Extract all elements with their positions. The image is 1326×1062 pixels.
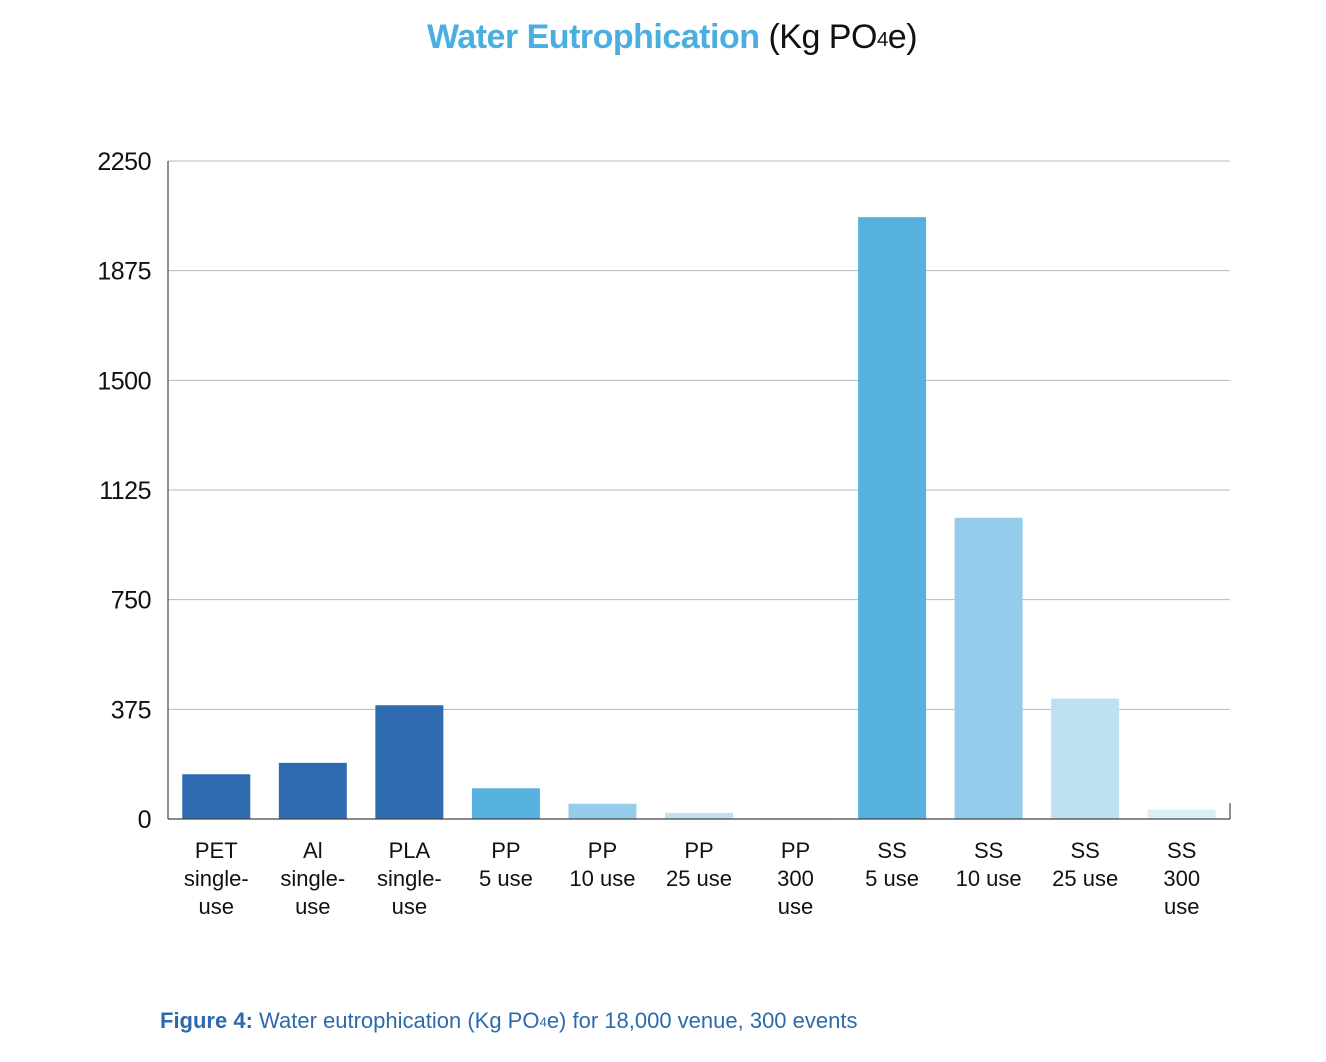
x-tick-label-line: SS [877,838,906,863]
x-tick-label-line: use [295,894,330,919]
x-tick-label-line: single- [184,866,249,891]
x-tick-label-line: 5 use [479,866,533,891]
x-tick-label: PLA single-use [377,838,442,919]
bar [278,762,347,819]
figure-caption: Figure 4: Water eutrophication (Kg PO4e)… [160,1008,857,1034]
x-tick-label-line: 25 use [666,866,732,891]
x-tick-label-line: PP [684,838,713,863]
y-tick-label: 0 [138,806,151,834]
axes [167,161,1231,820]
x-tick-label: Al single-use [280,838,345,919]
x-tick-label: SS 300 use [1163,838,1200,919]
y-tick-label: 2250 [97,148,151,176]
x-tick-label-line: use [392,894,427,919]
x-tick-label-line: Al [303,838,323,863]
caption-label: Figure 4: [160,1008,253,1033]
bar [858,217,927,819]
x-tick-label-line: single- [377,866,442,891]
y-tick-label: 750 [111,587,151,615]
x-tick-label-line: 300 [1163,866,1200,891]
bar [471,788,540,819]
x-tick-label-line: PLA [389,838,431,863]
bar [182,774,251,819]
chart-title-main: Water Eutrophication [426,18,760,56]
x-tick-label: PP 5 use [479,838,533,891]
bar [375,705,444,819]
x-tick-label-line: PET [195,838,238,863]
bar [665,812,733,819]
x-tick-label-line: 300 [777,866,814,891]
x-tick-label-line: 10 use [569,866,635,891]
bar [568,803,637,819]
y-tick-label: 1500 [97,367,151,395]
bar-chart: 2250 1875 1500 1125 750 375 0 PET single-use Al s… [97,148,1231,919]
x-tick-label-line: PP [491,838,520,863]
x-tick-label-line: PP [781,838,810,863]
x-tick-label: SS 10 use [956,838,1022,891]
x-tick-label-line: SS [974,838,1003,863]
x-tick-label: SS 5 use [865,838,919,891]
x-tick-label: PP 25 use [666,838,732,891]
chart-title: Water Eutrophication (Kg PO4e) [0,18,1326,57]
x-tick-label: PP 300 use [777,838,814,919]
x-tick-label-line: use [1164,894,1199,919]
x-tick-label: PET single-use [184,838,249,919]
bars [182,217,1216,820]
x-tick-label-line: use [778,894,813,919]
chart-title-unit: (Kg PO4e) [768,18,918,56]
x-tick-label-line: use [199,894,234,919]
bar [1051,698,1120,819]
x-tick-label-line: 10 use [956,866,1022,891]
y-tick-label: 375 [111,696,151,724]
y-tick-label: 1875 [97,258,151,286]
x-tick-label-line: SS [1071,838,1100,863]
x-tick-label-line: PP [588,838,617,863]
y-axis-ticks: 2250 1875 1500 1125 750 375 0 [97,148,151,834]
x-tick-label: SS 25 use [1052,838,1118,891]
gridlines [168,160,1230,710]
x-tick-label-line: 25 use [1052,866,1118,891]
x-tick-label: PP 10 use [569,838,635,891]
x-tick-label-line: 5 use [865,866,919,891]
bar [1147,809,1216,819]
x-tick-label-line: SS [1167,838,1196,863]
x-tick-label-line: single- [280,866,345,891]
bar [954,517,1023,819]
caption-text: Water eutrophication (Kg PO4e) for 18,00… [259,1008,858,1033]
y-tick-label: 1125 [99,477,151,505]
